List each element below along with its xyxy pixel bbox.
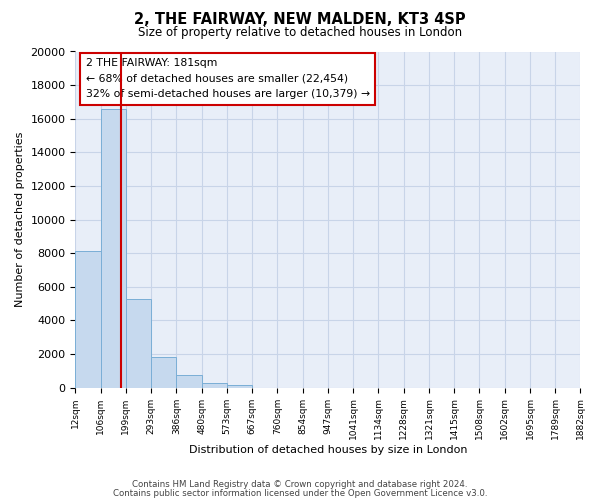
X-axis label: Distribution of detached houses by size in London: Distribution of detached houses by size …	[189, 445, 467, 455]
Bar	[227, 385, 252, 388]
Text: 2, THE FAIRWAY, NEW MALDEN, KT3 4SP: 2, THE FAIRWAY, NEW MALDEN, KT3 4SP	[134, 12, 466, 28]
Bar	[176, 375, 202, 388]
Text: Contains HM Land Registry data © Crown copyright and database right 2024.: Contains HM Land Registry data © Crown c…	[132, 480, 468, 489]
Bar	[202, 383, 227, 388]
Bar	[126, 298, 151, 388]
Text: 2 THE FAIRWAY: 181sqm
← 68% of detached houses are smaller (22,454)
32% of semi-: 2 THE FAIRWAY: 181sqm ← 68% of detached …	[86, 58, 370, 100]
Y-axis label: Number of detached properties: Number of detached properties	[15, 132, 25, 307]
Text: Contains public sector information licensed under the Open Government Licence v3: Contains public sector information licen…	[113, 489, 487, 498]
Bar	[101, 108, 126, 388]
Text: Size of property relative to detached houses in London: Size of property relative to detached ho…	[138, 26, 462, 39]
Bar	[151, 356, 176, 388]
Bar	[76, 252, 101, 388]
